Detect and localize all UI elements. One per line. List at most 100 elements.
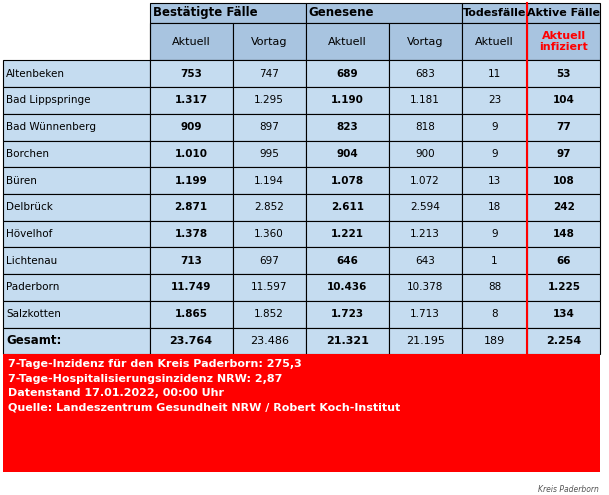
Bar — [462, 114, 527, 141]
Bar — [462, 248, 527, 274]
Text: 1.181: 1.181 — [410, 96, 440, 105]
Bar — [527, 60, 600, 87]
Bar — [150, 328, 233, 354]
Text: 11.749: 11.749 — [171, 283, 211, 293]
Bar — [389, 221, 462, 248]
Text: 1.225: 1.225 — [547, 283, 580, 293]
Text: 23.764: 23.764 — [169, 336, 213, 346]
Text: 753: 753 — [180, 69, 202, 79]
Bar — [306, 23, 389, 60]
Text: 53: 53 — [557, 69, 571, 79]
Text: 1.010: 1.010 — [175, 149, 208, 159]
Text: 1.072: 1.072 — [410, 176, 440, 186]
Text: 11: 11 — [488, 69, 501, 79]
Text: 13: 13 — [488, 176, 501, 186]
Bar — [462, 87, 527, 114]
Bar — [389, 328, 462, 354]
Bar — [233, 60, 306, 87]
Bar — [462, 274, 527, 301]
Text: 1.078: 1.078 — [331, 176, 364, 186]
Text: Bestätigte Fälle: Bestätigte Fälle — [153, 6, 257, 19]
Text: Lichtenau: Lichtenau — [6, 256, 57, 266]
Bar — [389, 167, 462, 194]
Text: Hövelhof: Hövelhof — [6, 229, 52, 239]
Bar — [3, 87, 150, 114]
Bar — [306, 301, 389, 328]
Bar — [462, 167, 527, 194]
Bar — [462, 221, 527, 248]
Bar — [233, 141, 306, 167]
Bar — [462, 194, 527, 221]
Bar — [3, 248, 150, 274]
Bar — [150, 60, 233, 87]
Text: 1.190: 1.190 — [331, 96, 364, 105]
Text: 108: 108 — [553, 176, 575, 186]
Bar — [462, 23, 527, 60]
Bar — [150, 274, 233, 301]
Text: Bad Wünnenberg: Bad Wünnenberg — [6, 122, 96, 132]
Bar — [306, 3, 462, 23]
Text: 2.871: 2.871 — [175, 202, 208, 212]
Bar — [462, 301, 527, 328]
Text: 900: 900 — [415, 149, 435, 159]
Bar — [233, 23, 306, 60]
Text: 21.321: 21.321 — [326, 336, 368, 346]
Bar — [233, 167, 306, 194]
Bar — [306, 87, 389, 114]
Bar — [306, 274, 389, 301]
Text: Aktuell: Aktuell — [172, 37, 211, 47]
Bar — [527, 23, 600, 60]
Text: Vortag: Vortag — [251, 37, 287, 47]
Text: Aktuell: Aktuell — [328, 37, 367, 47]
Bar — [389, 23, 462, 60]
Text: 747: 747 — [259, 69, 279, 79]
Bar — [389, 194, 462, 221]
Text: 697: 697 — [259, 256, 279, 266]
Text: 11.597: 11.597 — [251, 283, 287, 293]
Bar — [3, 274, 150, 301]
Text: 1.317: 1.317 — [175, 96, 208, 105]
Text: 1.194: 1.194 — [254, 176, 284, 186]
Text: 643: 643 — [415, 256, 435, 266]
Bar — [150, 301, 233, 328]
Bar — [233, 301, 306, 328]
Text: 1: 1 — [491, 256, 498, 266]
Text: 1.378: 1.378 — [175, 229, 208, 239]
Bar — [527, 274, 600, 301]
Bar — [462, 141, 527, 167]
Text: 77: 77 — [557, 122, 571, 132]
Text: 10.436: 10.436 — [327, 283, 367, 293]
Bar — [527, 3, 600, 23]
Bar — [306, 248, 389, 274]
Text: 242: 242 — [553, 202, 575, 212]
Text: Vortag: Vortag — [407, 37, 443, 47]
Bar — [150, 167, 233, 194]
Text: 66: 66 — [557, 256, 571, 266]
Text: 18: 18 — [488, 202, 501, 212]
Bar — [3, 167, 150, 194]
Text: 189: 189 — [484, 336, 505, 346]
Text: 134: 134 — [553, 309, 575, 319]
Text: Aktuell
infiziert: Aktuell infiziert — [540, 31, 588, 52]
Text: Aktuell: Aktuell — [475, 37, 514, 47]
Text: Genesene: Genesene — [309, 6, 374, 19]
Bar — [527, 221, 600, 248]
Text: 713: 713 — [180, 256, 202, 266]
Bar — [306, 114, 389, 141]
Text: 23.486: 23.486 — [250, 336, 289, 346]
Bar — [3, 301, 150, 328]
Bar — [233, 328, 306, 354]
Bar — [150, 87, 233, 114]
Bar — [527, 194, 600, 221]
Text: Delbrück: Delbrück — [6, 202, 53, 212]
Text: Aktive Fälle: Aktive Fälle — [527, 8, 600, 18]
Bar — [527, 328, 600, 354]
Text: 818: 818 — [415, 122, 435, 132]
Bar — [527, 301, 600, 328]
Bar — [3, 141, 150, 167]
Bar — [3, 23, 150, 60]
Text: Borchen: Borchen — [6, 149, 49, 159]
Text: 21.195: 21.195 — [406, 336, 445, 346]
Text: Kreis Paderborn: Kreis Paderborn — [538, 485, 599, 494]
Text: 88: 88 — [488, 283, 501, 293]
